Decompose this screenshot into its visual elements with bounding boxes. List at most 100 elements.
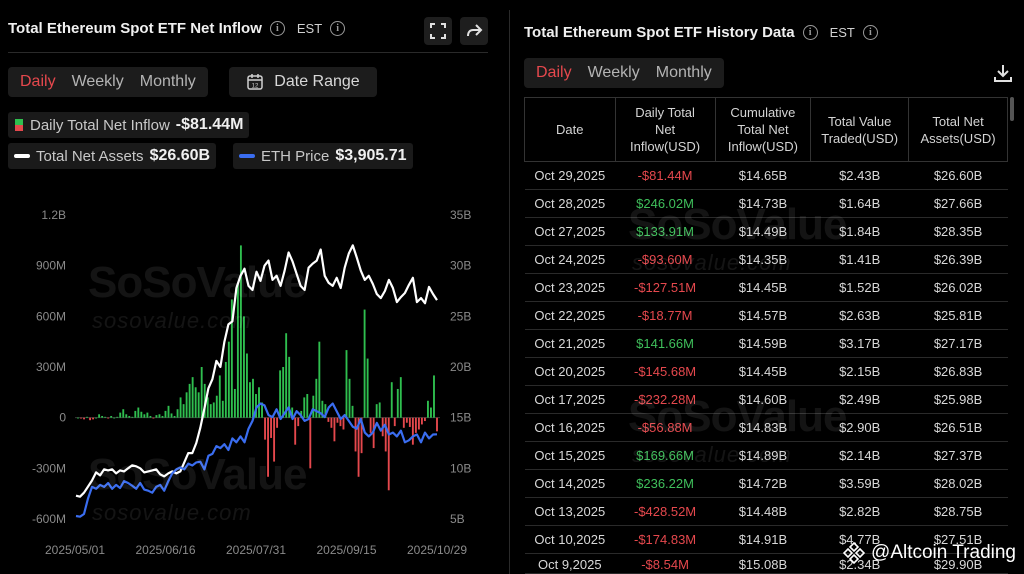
inflow-bar	[152, 417, 155, 419]
credit-text: @Altcoin Trading	[871, 542, 1016, 563]
net-inflow-panel: Total Ethereum Spot ETF Net Inflow i EST…	[0, 0, 500, 574]
table-row[interactable]: Oct 28,2025 $246.02M $14.73B $1.64B $27.66B	[524, 189, 1008, 218]
inflow-bar	[218, 375, 221, 418]
table-row[interactable]: Oct 15,2025 $169.66M $14.89B $2.14B $27.37B	[524, 441, 1008, 470]
col-date[interactable]: Date	[524, 97, 616, 162]
col-cumulative-inflow[interactable]: Cumulative Total Net Inflow(USD)	[714, 97, 812, 162]
table-row[interactable]: Oct 14,2025 $236.22M $14.72B $3.59B $28.02B	[524, 469, 1008, 498]
cell-daily-net-inflow: $133.91M	[615, 217, 716, 246]
cell-date: Oct 20,2025	[524, 357, 616, 386]
inflow-bar	[342, 417, 345, 430]
inflow-bar	[122, 409, 125, 418]
cell-date: Oct 14,2025	[524, 469, 616, 498]
download-icon[interactable]	[992, 62, 1014, 89]
inflow-bar	[158, 414, 161, 418]
cell-date: Oct 10,2025	[524, 525, 616, 554]
table-row[interactable]: Oct 9,2025 -$8.54M $15.08B $2.34B $29.90B	[524, 553, 1008, 574]
inflow-bar	[345, 350, 348, 418]
y-left-tick-label: 0	[59, 411, 66, 425]
period-tabs: Daily Weekly Monthly	[524, 58, 724, 88]
legend-net-assets-value: $26.60B	[149, 147, 211, 164]
table-row[interactable]: Oct 27,2025 $133.91M $14.49B $1.84B $28.35B	[524, 217, 1008, 246]
tab-weekly[interactable]: Weekly	[587, 64, 640, 81]
table-row[interactable]: Oct 10,2025 -$174.83M $14.91B $4.77B $27.51B	[524, 525, 1008, 554]
inflow-bar	[185, 392, 188, 418]
cell-value-traded: $2.82B	[810, 497, 909, 526]
inflow-bar	[433, 375, 435, 418]
table-row[interactable]: Oct 20,2025 -$145.68M $14.45B $2.15B $26.83B	[524, 357, 1008, 386]
eth-price-line	[75, 402, 438, 518]
panel-divider	[509, 10, 510, 574]
inflow-bar	[200, 367, 203, 418]
cell-cumulative-inflow: $15.08B	[715, 553, 811, 574]
y-right-tick-label: 5B	[450, 512, 465, 526]
inflow-bar	[282, 367, 285, 418]
col-net-assets[interactable]: Total Net Assets(USD)	[908, 97, 1008, 162]
y-left-tick-label: 900M	[36, 259, 66, 273]
legend-net-assets[interactable]: Total Net Assets $26.60B	[8, 143, 217, 169]
table-header-row: Date Daily Total Net Inflow(USD) Cumulat…	[524, 97, 1008, 162]
inflow-bar	[424, 417, 426, 422]
table-row[interactable]: Oct 17,2025 -$232.28M $14.60B $2.49B $25.98B	[524, 385, 1008, 414]
inflow-bar	[378, 402, 381, 418]
inflow-bar	[309, 417, 312, 469]
y-left-tick-label: 1.2B	[41, 208, 66, 222]
fullscreen-icon[interactable]	[424, 17, 452, 45]
inflow-bar	[140, 411, 143, 418]
share-icon[interactable]	[460, 17, 488, 45]
inflow-bar	[179, 397, 182, 418]
table-scrollbar[interactable]	[1010, 97, 1014, 121]
net-inflow-chart[interactable]: 1.2B 900M 600M 300M 0 -300M -600M 35B 30B 25B 20B 1…	[0, 200, 500, 574]
inflow-bar	[89, 417, 91, 421]
cell-date: Oct 15,2025	[524, 441, 616, 470]
table-row[interactable]: Oct 16,2025 -$56.88M $14.83B $2.90B $26.51B	[524, 413, 1008, 442]
table-row[interactable]: Oct 29,2025 -$81.44M $14.65B $2.43B $26.60B	[524, 161, 1008, 190]
inflow-bar	[233, 388, 236, 418]
table-row[interactable]: Oct 24,2025 -$93.60M $14.35B $1.41B $26.39B	[524, 245, 1008, 274]
x-tick-label: 2025/05/01	[45, 543, 105, 557]
cell-value-traded: $2.49B	[810, 385, 909, 414]
table-row[interactable]: Oct 22,2025 -$18.77M $14.57B $2.63B $25.81B	[524, 301, 1008, 330]
inflow-bar	[116, 416, 119, 418]
inflow-bar	[83, 417, 85, 420]
tab-monthly[interactable]: Monthly	[655, 64, 712, 81]
date-range-button[interactable]: 12 Date Range	[229, 67, 377, 97]
blue-line-legend-icon	[239, 154, 255, 158]
tab-daily[interactable]: Daily	[536, 64, 572, 81]
timezone-info-icon[interactable]: i	[330, 21, 346, 36]
cell-value-traded: $2.15B	[810, 357, 909, 386]
cell-cumulative-inflow: $14.89B	[715, 441, 811, 470]
inflow-bar	[384, 417, 387, 452]
inflow-bar	[146, 412, 149, 418]
cell-value-traded: $2.90B	[810, 413, 909, 442]
table-row[interactable]: Oct 21,2025 $141.66M $14.59B $3.17B $27.17B	[524, 329, 1008, 358]
info-icon[interactable]: i	[802, 25, 818, 40]
tab-daily[interactable]: Daily	[20, 73, 56, 90]
table-row[interactable]: Oct 13,2025 -$428.52M $14.48B $2.82B $28.75B	[524, 497, 1008, 526]
history-data-panel: Total Ethereum Spot ETF History Data i E…	[510, 0, 1024, 574]
col-daily-net-inflow[interactable]: Daily Total Net Inflow(USD)	[614, 97, 716, 162]
chart-header: Total Ethereum Spot ETF Net Inflow i EST…	[8, 20, 346, 37]
inflow-bar	[249, 382, 251, 418]
timezone-info-icon[interactable]: i	[862, 25, 878, 40]
inflow-bar	[236, 282, 239, 418]
inflow-bar	[209, 404, 212, 418]
tab-monthly[interactable]: Monthly	[139, 73, 196, 90]
table-row[interactable]: Oct 23,2025 -$127.51M $14.45B $1.52B $26.02B	[524, 273, 1008, 302]
inflow-bar	[393, 417, 396, 427]
y-right-tick-label: 25B	[450, 309, 471, 323]
cell-daily-net-inflow: -$127.51M	[615, 273, 716, 302]
inflow-bar	[98, 414, 101, 418]
info-icon[interactable]: i	[269, 21, 285, 36]
col-value-traded[interactable]: Total Value Traded(USD)	[810, 97, 910, 162]
inflow-bar	[312, 395, 315, 418]
cell-value-traded: $1.64B	[810, 189, 909, 218]
legend-eth-price[interactable]: ETH Price $3,905.71	[233, 143, 413, 169]
cell-net-assets: $28.35B	[908, 217, 1008, 246]
legend-net-inflow[interactable]: Daily Total Net Inflow -$81.44M	[8, 112, 250, 138]
inflow-bar	[206, 397, 209, 418]
tab-weekly[interactable]: Weekly	[71, 73, 124, 90]
legend-eth-price-value: $3,905.71	[335, 147, 407, 164]
cell-net-assets: $28.75B	[908, 497, 1008, 526]
cell-daily-net-inflow: -$18.77M	[615, 301, 716, 330]
